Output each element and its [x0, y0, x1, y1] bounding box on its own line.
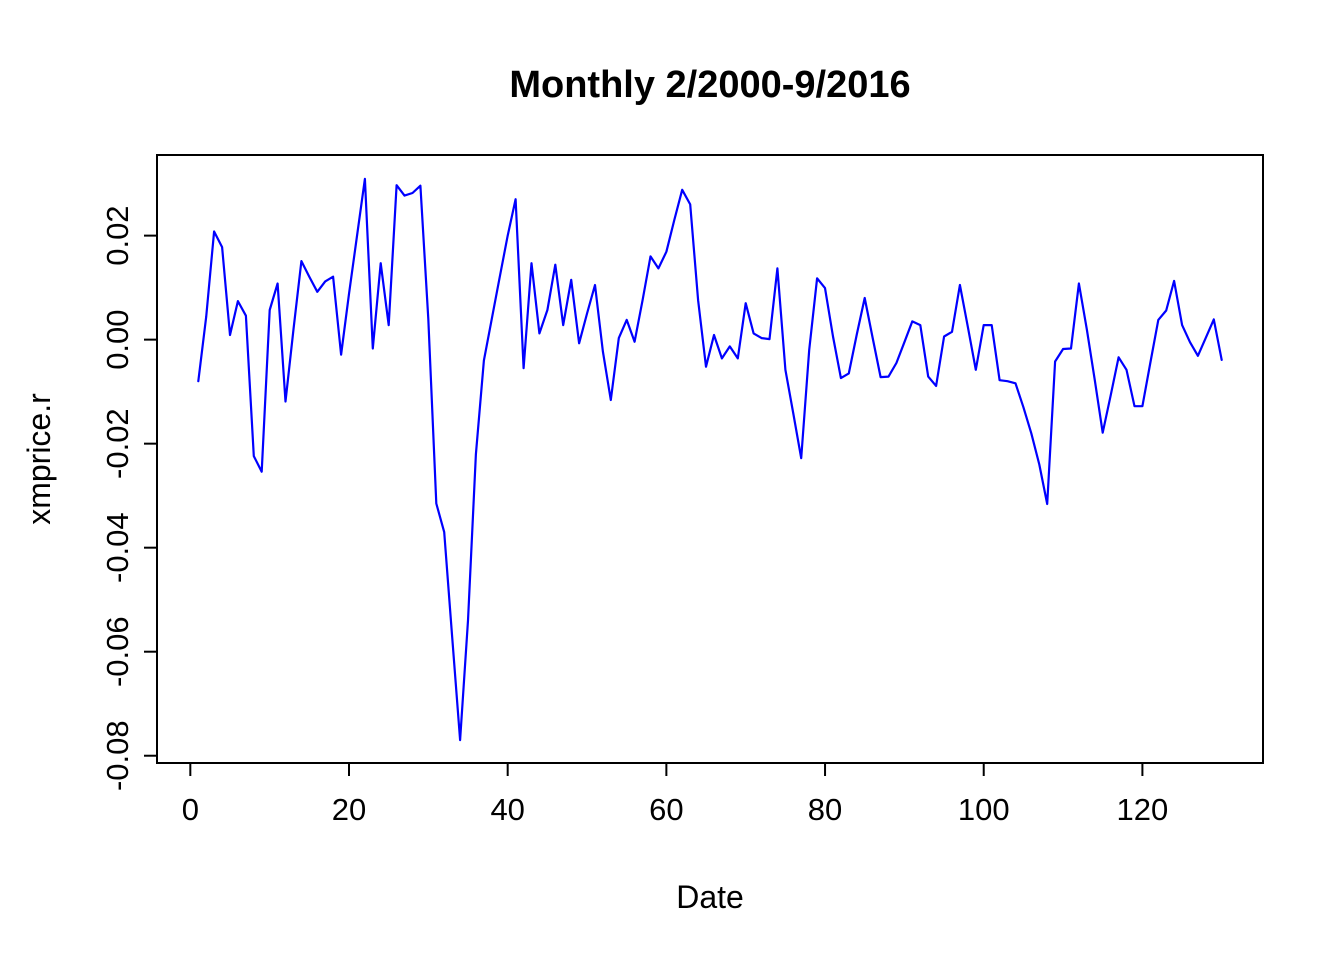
- x-tick-label: 100: [958, 792, 1010, 827]
- x-axis-title: Date: [676, 879, 744, 915]
- x-tick-label: 40: [490, 792, 524, 827]
- x-tick-label: 20: [332, 792, 366, 827]
- y-axis: 0.02 0.00 -0.02 -0.04 -0.06 -0.08: [100, 205, 157, 791]
- price-series-line: [197, 177, 1223, 742]
- plot-box: [156, 154, 1264, 764]
- y-tick-label: 0.02: [100, 205, 135, 265]
- y-tick-label: -0.02: [100, 408, 135, 479]
- y-tick-label: -0.08: [100, 720, 135, 791]
- x-tick-label: 120: [1117, 792, 1169, 827]
- chart-title: Monthly 2/2000-9/2016: [509, 64, 910, 106]
- y-axis-title: xmprice.r: [21, 393, 57, 525]
- x-axis: 0 20 40 60 80 100 120: [182, 763, 1169, 827]
- y-tick-label: -0.04: [100, 512, 135, 583]
- x-tick-label: 80: [808, 792, 842, 827]
- series-group: [197, 177, 1223, 742]
- x-tick-label: 0: [182, 792, 199, 827]
- y-tick-label: 0.00: [100, 309, 135, 369]
- x-tick-label: 60: [649, 792, 683, 827]
- y-tick-label: -0.06: [100, 616, 135, 687]
